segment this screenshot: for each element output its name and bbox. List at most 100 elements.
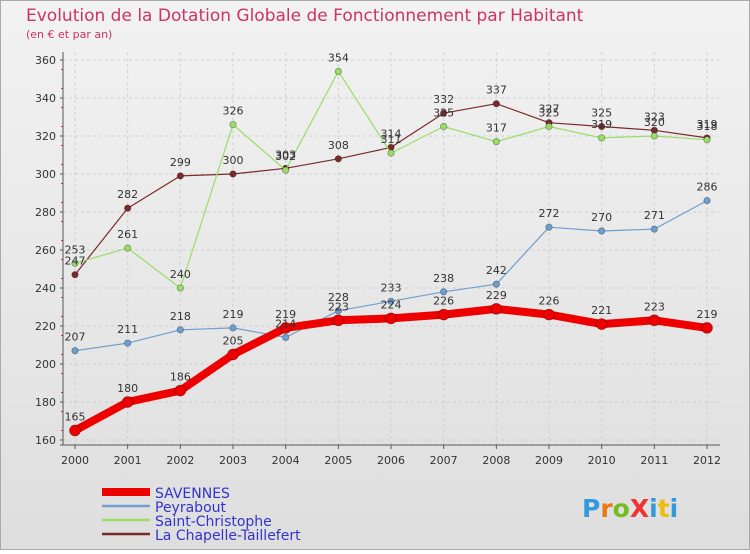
grid [63,52,719,445]
data-label-peyrabout: 272 [539,207,560,220]
data-label-savennes: 229 [486,289,507,302]
data-label-la-chapelle-taillefert: 247 [65,255,86,268]
data-label-saint-christophe: 311 [381,133,402,146]
data-point-savennes [648,314,661,327]
data-point-peyrabout [334,307,342,315]
proxiti-logo: ProXiti [582,494,678,523]
series-group [69,67,713,437]
data-point-saint-christophe [282,166,290,174]
data-label-la-chapelle-taillefert: 308 [328,139,349,152]
data-point-savennes [437,308,450,321]
x-tick-label: 2000 [61,454,89,467]
data-label-la-chapelle-taillefert: 299 [170,156,191,169]
data-point-savennes [227,348,239,361]
y-tick-label: 160 [35,434,56,447]
data-point-savennes [701,321,713,334]
x-tick-label: 2010 [588,454,616,467]
data-label-savennes: 221 [591,304,612,317]
data-label-savennes: 226 [433,295,454,308]
y-tick-label: 220 [35,320,56,333]
y-tick-label: 280 [35,206,56,219]
x-tick-label: 2001 [114,454,142,467]
x-tick-label: 2007 [430,454,458,467]
data-point-la-chapelle-taillefert [598,122,606,131]
data-point-la-chapelle-taillefert [71,271,79,279]
data-label-savennes: 223 [644,300,665,313]
data-label-saint-christophe: 325 [539,107,560,120]
data-point-savennes [121,396,134,408]
data-point-savennes [543,308,555,321]
data-label-savennes: 165 [65,411,86,424]
brand-logo-text: ProXiti [582,494,678,523]
legend-label: Saint-Christophe [155,514,272,530]
data-point-saint-christophe [176,284,184,292]
axes: 160 180 200 220 240 260 280 300 320 340 360 2000 200… [35,52,721,467]
y-tick-label: 360 [35,54,56,67]
data-label-peyrabout: 233 [381,281,402,294]
series-saint-christophe [71,67,711,292]
data-point-la-chapelle-taillefert [440,109,448,117]
data-label-peyrabout: 238 [433,272,454,285]
series-la-chapelle-taillefert [71,100,711,279]
data-point-saint-christophe [229,121,237,129]
x-tick-label: 2002 [166,454,194,467]
data-label-saint-christophe: 320 [644,116,665,129]
data-point-peyrabout [545,223,553,231]
data-label-peyrabout: 214 [275,317,296,330]
data-point-peyrabout [176,326,184,334]
data-label-peyrabout: 242 [486,264,507,277]
data-point-saint-christophe [650,132,658,140]
data-label-saint-christophe: 325 [433,107,454,120]
data-point-savennes [385,312,397,325]
data-point-peyrabout [229,324,237,332]
data-label-saint-christophe: 319 [591,118,612,131]
data-point-saint-christophe [440,122,448,131]
data-label-la-chapelle-taillefert: 325 [591,107,612,120]
data-label-savennes: 226 [539,295,560,308]
legend-label: La Chapelle-Taillefert [155,528,301,544]
data-label-savennes: 224 [381,298,402,311]
data-label-saint-christophe: 317 [486,122,507,135]
x-tick-label: 2008 [482,454,510,467]
data-point-saint-christophe [703,136,711,144]
data-point-savennes [490,302,503,315]
data-label-peyrabout: 218 [170,310,191,323]
data-label-savennes: 223 [328,300,349,313]
y-tick-label: 180 [35,396,56,409]
data-label-la-chapelle-taillefert: 332 [433,93,454,106]
data-label-la-chapelle-taillefert: 300 [223,154,244,167]
data-label-saint-christophe: 318 [697,120,718,133]
x-tick-label: 2009 [535,454,563,467]
data-label-saint-christophe: 240 [170,268,191,281]
data-point-peyrabout [703,197,711,205]
data-label-savennes: 186 [170,371,191,384]
data-point-peyrabout [492,280,500,288]
series-peyrabout [71,197,711,355]
data-point-peyrabout [598,227,606,235]
x-tick-label: 2004 [272,454,300,467]
data-point-saint-christophe [598,134,606,142]
data-point-savennes [279,321,292,334]
data-label-savennes: 219 [275,308,296,321]
series-savennes [69,302,713,437]
x-tick-label: 2005 [324,454,352,467]
data-point-la-chapelle-taillefert [124,204,132,212]
data-point-peyrabout [440,288,448,296]
y-tick-label: 320 [35,130,56,143]
data-point-la-chapelle-taillefert [229,170,237,178]
data-label-peyrabout: 270 [591,211,612,224]
x-tick-label: 2006 [377,454,405,467]
data-label-peyrabout: 228 [328,291,349,304]
data-point-saint-christophe [71,259,79,267]
legend-label: Peyrabout [155,500,227,516]
data-point-la-chapelle-taillefert [334,155,342,163]
data-label-la-chapelle-taillefert: 337 [486,84,507,97]
data-label-saint-christophe: 253 [65,243,86,256]
data-point-peyrabout [282,333,290,341]
data-label-peyrabout: 286 [697,181,718,194]
data-point-peyrabout [650,225,658,233]
data-point-saint-christophe [124,244,132,252]
